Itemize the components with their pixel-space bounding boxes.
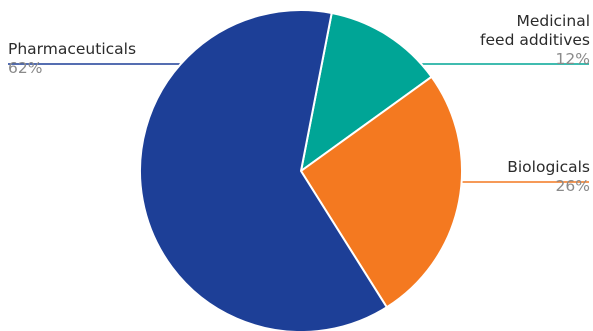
slice-value-biologicals: 26%	[555, 177, 590, 195]
leader-lines	[8, 63, 589, 183]
slice-label-medicinal-line1: Medicinal	[516, 12, 590, 30]
slice-label-pharmaceuticals: Pharmaceuticals	[8, 40, 137, 58]
slice-value-pharmaceuticals: 62%	[8, 59, 43, 77]
pie-slices	[139, 9, 463, 331]
pie-slice-biologicals	[300, 75, 463, 309]
pie-slice-medicinal-feed-additives	[300, 11, 433, 172]
label-pharmaceuticals: Pharmaceuticals 62%	[8, 40, 136, 78]
slice-value-medicinal-feed-additives: 12%	[555, 50, 590, 68]
label-biologicals: Biologicals 26%	[507, 158, 590, 196]
label-medicinal-feed-additives: Medicinal feed additives 12%	[480, 12, 590, 69]
slice-label-medicinal-line2: feed additives	[480, 31, 590, 49]
pie-slice-pharmaceuticals	[139, 9, 388, 331]
slice-label-biologicals: Biologicals	[507, 158, 590, 176]
